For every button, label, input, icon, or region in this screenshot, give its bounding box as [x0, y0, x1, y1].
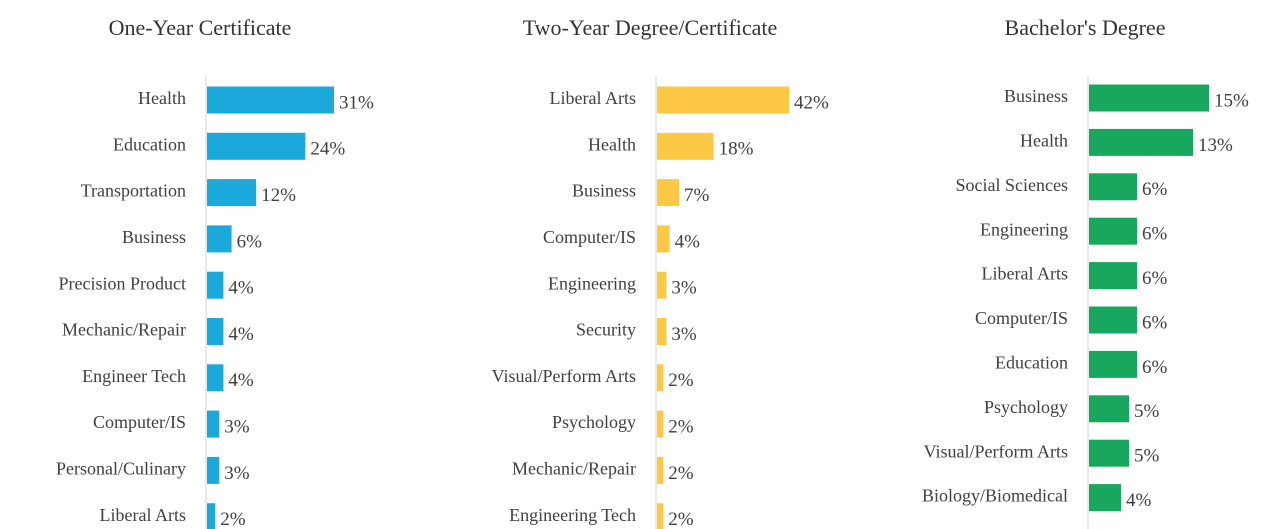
value-label: 4% [228, 370, 254, 391]
value-label: 2% [668, 463, 694, 484]
category-label: Engineering Tech [509, 505, 636, 525]
bar [657, 132, 714, 160]
bar [1089, 217, 1137, 245]
bar [1089, 173, 1137, 201]
bar [657, 503, 664, 529]
bar [657, 271, 667, 299]
bar [207, 271, 224, 299]
value-label: 6% [1142, 179, 1168, 200]
bar [1089, 306, 1137, 334]
category-label: Liberal Arts [550, 88, 636, 108]
category-label: Computer/IS [543, 227, 636, 247]
category-label: Psychology [552, 412, 636, 432]
category-label: Transportation [81, 181, 186, 201]
bar [657, 86, 789, 114]
bar [207, 225, 232, 253]
category-label: Engineering [980, 219, 1068, 239]
value-label: 7% [684, 185, 710, 206]
category-label: Health [588, 134, 636, 154]
value-label: 12% [261, 185, 296, 206]
bar [207, 318, 224, 345]
bar [207, 456, 220, 484]
value-label: 4% [228, 278, 254, 299]
category-label: Business [572, 181, 636, 201]
value-label: 5% [1134, 446, 1160, 467]
category-label: Mechanic/Repair [62, 320, 186, 340]
value-label: 6% [1142, 312, 1168, 333]
bar [1089, 439, 1129, 467]
category-label: Liberal Arts [982, 264, 1068, 284]
value-label: 3% [224, 463, 250, 484]
value-label: 13% [1198, 135, 1233, 156]
value-label: 31% [339, 92, 374, 113]
category-label: Health [138, 88, 186, 108]
value-label: 42% [794, 92, 829, 113]
value-label: 3% [671, 278, 697, 299]
bar [657, 318, 667, 345]
value-label: 2% [220, 509, 246, 529]
value-label: 6% [1142, 224, 1168, 245]
category-label: Education [995, 353, 1068, 373]
chart-title: One-Year Certificate [109, 15, 292, 40]
value-label: 6% [1142, 268, 1168, 289]
value-label: 6% [237, 231, 262, 252]
bar [1089, 484, 1121, 512]
value-label: 18% [719, 139, 754, 160]
value-label: 4% [228, 324, 254, 345]
value-label: 2% [668, 370, 694, 391]
category-label: Precision Product [59, 273, 187, 293]
bar [1089, 128, 1193, 156]
value-label: 5% [1134, 401, 1160, 422]
bar [657, 410, 664, 438]
category-label: Security [576, 320, 636, 340]
bar [1089, 350, 1137, 378]
category-label: Computer/IS [93, 412, 186, 432]
category-label: Psychology [984, 397, 1068, 417]
bar [1089, 84, 1209, 112]
value-label: 3% [671, 324, 697, 345]
bar [657, 456, 664, 484]
category-label: Visual/Perform Arts [924, 441, 1068, 461]
category-label: Biology/Biomedical [922, 486, 1068, 506]
category-label: Personal/Culinary [56, 459, 186, 479]
category-label: Engineer Tech [82, 366, 186, 386]
bar [207, 179, 257, 207]
bar [1089, 262, 1137, 290]
category-label: Computer/IS [975, 308, 1068, 328]
chart-title: Bachelor's Degree [1005, 15, 1166, 40]
value-label: 6% [1142, 357, 1168, 378]
category-label: Health [1020, 131, 1068, 151]
bar [1089, 395, 1129, 423]
bar [207, 503, 216, 529]
value-label: 4% [675, 231, 701, 252]
bar [207, 86, 334, 114]
category-label: Business [122, 227, 186, 247]
value-label: 2% [668, 509, 694, 529]
bar [657, 225, 670, 253]
value-label: 2% [668, 416, 694, 437]
category-label: Education [113, 134, 186, 154]
category-label: Liberal Arts [100, 505, 186, 525]
value-label: 4% [1126, 490, 1152, 511]
value-label: 24% [310, 139, 345, 160]
category-label: Business [1004, 86, 1068, 106]
value-label: 15% [1214, 90, 1249, 111]
bar [207, 364, 224, 392]
bar [657, 179, 679, 207]
category-label: Mechanic/Repair [512, 459, 636, 479]
bar [207, 410, 220, 438]
value-label: 3% [224, 416, 250, 437]
chart-title: Two-Year Degree/Certificate [523, 15, 778, 40]
bar [657, 364, 664, 392]
category-label: Social Sciences [956, 175, 1068, 195]
category-label: Visual/Perform Arts [492, 366, 636, 386]
bar [207, 132, 306, 160]
category-label: Engineering [548, 273, 636, 293]
